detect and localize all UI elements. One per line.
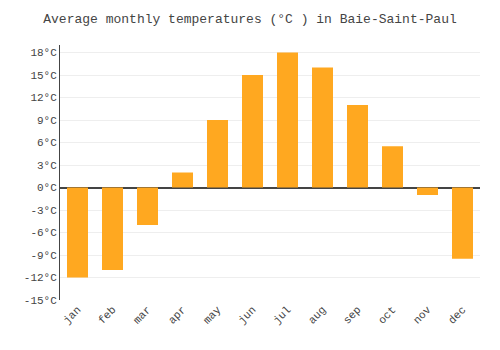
svg-text:sep: sep	[341, 304, 363, 326]
svg-text:oct: oct	[376, 304, 398, 326]
svg-text:apr: apr	[166, 304, 188, 326]
svg-text:feb: feb	[96, 304, 118, 326]
svg-text:jan: jan	[61, 304, 83, 326]
svg-text:-12°C: -12°C	[24, 272, 57, 284]
svg-text:Average monthly temperatures (: Average monthly temperatures (°C ) in Ba…	[43, 12, 457, 27]
svg-text:-3°C: -3°C	[30, 205, 57, 217]
svg-text:mar: mar	[131, 304, 153, 326]
svg-text:-6°C: -6°C	[30, 227, 57, 239]
svg-text:jun: jun	[236, 304, 258, 326]
svg-text:nov: nov	[411, 304, 434, 327]
svg-text:dec: dec	[446, 304, 468, 326]
svg-text:-15°C: -15°C	[24, 295, 57, 307]
svg-text:may: may	[201, 304, 224, 327]
svg-text:9°C: 9°C	[37, 115, 57, 127]
svg-text:3°C: 3°C	[37, 160, 57, 172]
svg-text:jul: jul	[271, 304, 293, 326]
svg-text:12°C: 12°C	[30, 92, 57, 104]
svg-text:0°C: 0°C	[37, 182, 57, 194]
svg-text:15°C: 15°C	[30, 70, 57, 82]
svg-text:6°C: 6°C	[37, 137, 57, 149]
svg-text:-9°C: -9°C	[30, 250, 57, 262]
svg-text:18°C: 18°C	[30, 47, 57, 59]
svg-text:aug: aug	[306, 304, 328, 326]
